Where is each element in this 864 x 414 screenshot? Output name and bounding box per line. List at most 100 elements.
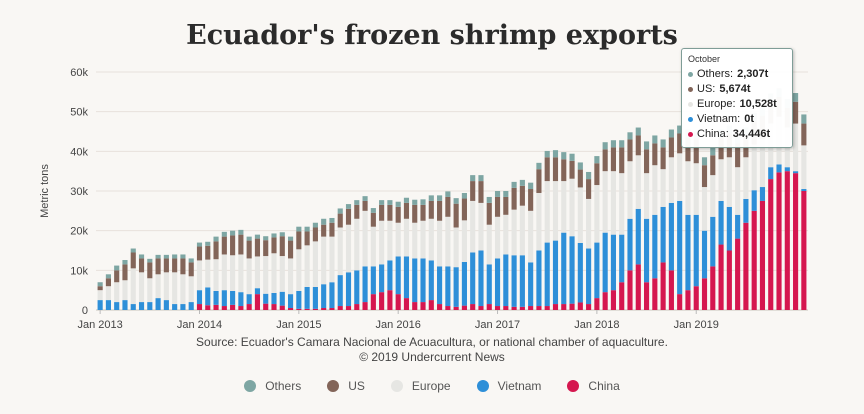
bar-segment <box>627 132 633 140</box>
bar-segment <box>155 258 161 275</box>
bar-segment <box>428 200 434 219</box>
bar-segment <box>105 300 111 310</box>
bar-segment <box>577 162 583 170</box>
bar-segment <box>635 127 641 136</box>
bar-segment <box>138 272 145 303</box>
legend-item-china[interactable]: China <box>567 379 620 393</box>
bar-segment <box>97 290 103 301</box>
bar-segment <box>180 304 186 310</box>
bar-segment <box>163 300 169 310</box>
bar-segment <box>114 302 120 310</box>
legend-item-vietnam[interactable]: Vietnam <box>476 379 542 393</box>
bar-segment <box>254 256 261 289</box>
bar-segment <box>279 291 285 306</box>
legend-item-us[interactable]: US <box>327 379 365 393</box>
bar-segment <box>453 203 459 228</box>
bar-segment <box>329 222 335 237</box>
bar-segment <box>486 224 492 265</box>
tooltip-label: Vietnam: <box>697 113 741 125</box>
bar-segment <box>619 147 625 174</box>
bar-segment <box>710 175 716 217</box>
bar-segment <box>287 236 294 241</box>
tooltip-label: US: <box>697 83 716 95</box>
bar-segment <box>660 169 666 207</box>
legend-item-others[interactable]: Others <box>244 379 301 393</box>
bar-segment <box>304 308 310 310</box>
bar-segment <box>759 187 766 201</box>
bar-segment <box>271 304 277 310</box>
bar-segment <box>97 282 103 287</box>
bar-segment <box>561 304 567 310</box>
bar-segment <box>569 153 575 161</box>
bar-segment <box>246 240 252 259</box>
bar-segment <box>420 204 426 221</box>
legend-swatch-icon <box>567 380 580 392</box>
bar-segment <box>230 235 236 256</box>
bar-segment <box>395 256 401 295</box>
bar-segment <box>586 171 592 180</box>
bar-segment <box>420 302 426 310</box>
bar-segment <box>511 306 517 310</box>
bar-segment <box>569 236 575 304</box>
bar-segment <box>238 254 244 293</box>
bar-segment <box>478 175 484 182</box>
bar-segment <box>337 306 343 310</box>
bar-segment <box>793 101 799 124</box>
bar-segment <box>594 156 600 164</box>
bar-segment <box>155 274 161 299</box>
bar-segment <box>428 260 434 301</box>
bar-segment <box>552 157 559 182</box>
bar-segment <box>610 140 617 148</box>
bar-segment <box>652 165 658 215</box>
bar-segment <box>420 258 426 303</box>
bar-segment <box>395 222 401 257</box>
bar-segment <box>677 200 683 295</box>
legend-item-europe[interactable]: Europe <box>390 379 451 393</box>
bar-segment <box>486 304 492 310</box>
bar-segment <box>627 139 633 162</box>
x-tick-label: Jan 2018 <box>574 319 619 331</box>
bar-segment <box>635 135 641 156</box>
bar-segment <box>793 173 799 310</box>
y-tick-label: 60k <box>70 67 88 79</box>
bar-segment <box>370 294 376 310</box>
tooltip-swatch-icon <box>688 87 693 92</box>
bar-segment <box>354 304 360 310</box>
bar-segment <box>776 172 782 310</box>
bar-segment <box>296 226 302 232</box>
bar-segment <box>610 234 617 291</box>
bar-segment <box>494 258 501 307</box>
bar-segment <box>536 162 542 170</box>
bar-segment <box>710 147 716 156</box>
bar-segment <box>155 298 161 310</box>
bar-segment <box>213 290 219 305</box>
bar-segment <box>321 236 327 285</box>
bar-segment <box>668 137 674 158</box>
bar-segment <box>536 192 542 251</box>
tooltip-row: Vietnam: 0t <box>688 112 786 127</box>
legend-swatch-icon <box>476 380 489 392</box>
bar-segment <box>660 139 666 148</box>
bar-segment <box>453 198 459 204</box>
bar-segment <box>279 232 285 237</box>
bar-segment <box>138 302 145 310</box>
bar-segment <box>213 259 219 291</box>
bar-segment <box>544 181 550 243</box>
bar-segment <box>453 267 459 307</box>
tooltip-label: China: <box>697 128 729 140</box>
bar-segment <box>776 164 782 173</box>
legend-label: Vietnam <box>497 379 542 393</box>
bar-segment <box>801 191 807 310</box>
bar-segment <box>155 254 161 259</box>
bar-segment <box>577 187 583 243</box>
bar-segment <box>586 179 592 199</box>
bar-segment <box>801 145 807 190</box>
bar-segment <box>519 179 525 186</box>
bar-segment <box>271 253 277 293</box>
bar-segment <box>163 254 169 259</box>
bar-segment <box>710 155 716 176</box>
bar-segment <box>403 197 410 203</box>
bar-segment <box>395 206 401 223</box>
legend-label: Others <box>265 379 302 393</box>
bar-segment <box>561 232 567 305</box>
